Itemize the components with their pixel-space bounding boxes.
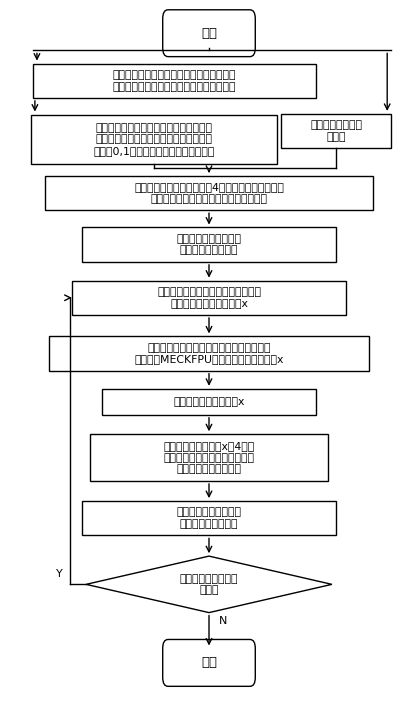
Bar: [31, 115, 277, 164]
Bar: [45, 176, 373, 210]
Text: N: N: [219, 616, 227, 626]
Text: 创建附有链表的优
先队列: 创建附有链表的优 先队列: [310, 120, 362, 142]
Text: 利用干涉图相干系数图以及微分偏差图构造
路径引导图，并将其进行归一化和量化操作: 利用干涉图相干系数图以及微分偏差图构造 路径引导图，并将其进行归一化和量化操作: [112, 70, 236, 91]
Bar: [82, 501, 336, 536]
Text: 结束: 结束: [201, 657, 217, 669]
Bar: [90, 434, 328, 481]
Bar: [49, 336, 369, 370]
Polygon shape: [86, 556, 332, 612]
Text: 从优先队列中删除像元x: 从优先队列中删除像元x: [173, 396, 245, 407]
Text: Y: Y: [56, 569, 63, 579]
Bar: [102, 389, 316, 415]
Text: 优先队列中有待展开
像元？: 优先队列中有待展开 像元？: [180, 574, 238, 595]
Bar: [72, 280, 346, 315]
Text: 根据指针标记，从优先队列相应链表
顶部获取最佳待展开像元x: 根据指针标记，从优先队列相应链表 顶部获取最佳待展开像元x: [157, 287, 261, 309]
Bar: [281, 114, 391, 148]
FancyBboxPatch shape: [163, 10, 255, 57]
Text: 指针指向量化路径引导
值最大的待展开像元: 指针指向量化路径引导 值最大的待展开像元: [176, 234, 242, 255]
Text: 把干涉图中邻接像元x的4个像
元中的非边界缠绕像元插入到优
先队列对应链表的顶部: 把干涉图中邻接像元x的4个像 元中的非边界缠绕像元插入到优 先队列对应链表的顶部: [163, 441, 255, 475]
Text: 开始: 开始: [201, 27, 217, 39]
Bar: [82, 228, 336, 262]
Bar: [33, 63, 316, 98]
FancyBboxPatch shape: [163, 640, 255, 686]
Text: 把干涉图中邻接起始像元的4个像元中的非边界缠绕
像元插入到优先队列数组对应链表的顶部: 把干涉图中邻接起始像元的4个像元中的非边界缠绕 像元插入到优先队列数组对应链表的…: [134, 182, 284, 204]
Text: 干涉图中选取相位质量最高的非边界像元
为起始像元，其展开相位为其缠绕相位，
并在（0,1）范围内设定其估计误差方差: 干涉图中选取相位质量最高的非边界像元 为起始像元，其展开相位为其缠绕相位， 并在…: [93, 123, 214, 156]
Text: 用基于修正嵌入式容积卡尔曼滤波的相位展
开算法（MECKFPU）展开最佳待展开像元x: 用基于修正嵌入式容积卡尔曼滤波的相位展 开算法（MECKFPU）展开最佳待展开像…: [134, 343, 284, 364]
Text: 指针指向量化路径引导
值最大的待展开像元: 指针指向量化路径引导 值最大的待展开像元: [176, 508, 242, 529]
